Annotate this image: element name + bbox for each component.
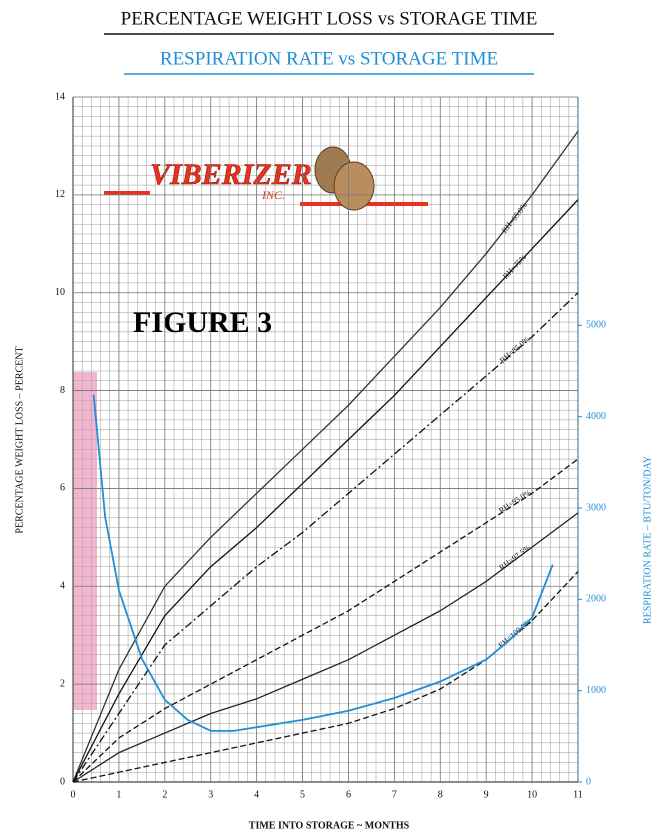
y-tick-label: 6: [60, 483, 65, 494]
series-label: RH=95.0%: [497, 488, 533, 515]
x-tick-label: 0: [71, 789, 76, 800]
y2-tick-label: 1000: [586, 685, 606, 696]
y-tick-label: 4: [60, 581, 65, 592]
series-label: RH=75%: [501, 252, 529, 281]
y2-tick-label: 3000: [586, 502, 606, 513]
y-tick-label: 14: [55, 91, 65, 102]
series-label: RH=85.0%: [498, 334, 532, 365]
logo-potato: [334, 162, 374, 210]
y2-tick-label: 2000: [586, 594, 606, 605]
y-tick-label: 0: [60, 776, 65, 787]
x-tick-label: 5: [300, 789, 305, 800]
x-tick-label: 10: [527, 789, 537, 800]
x-tick-label: 11: [573, 789, 583, 800]
x-tick-label: 7: [392, 789, 397, 800]
y2-tick-label: 4000: [586, 411, 606, 422]
x-tick-label: 8: [438, 789, 443, 800]
chart: PERCENTAGE WEIGHT LOSS vs STORAGE TIME R…: [0, 0, 658, 834]
y2-tick-label: 0: [586, 776, 591, 787]
chart-title: PERCENTAGE WEIGHT LOSS vs STORAGE TIME: [121, 8, 538, 29]
y-tick-label: 12: [55, 189, 65, 200]
x-tick-label: 9: [484, 789, 489, 800]
series-line: [94, 395, 553, 731]
x-tick-label: 1: [116, 789, 121, 800]
series-line: [73, 572, 578, 782]
highlight-band: [73, 372, 97, 710]
x-axis-label: TIME INTO STORAGE ~ MONTHS: [249, 820, 410, 831]
figure-label: FIGURE 3: [133, 306, 272, 339]
y-tick-label: 8: [60, 385, 65, 396]
y2-axis-label: RESPIRATION RATE – BTU/TON/DAY: [642, 456, 653, 624]
x-tick-label: 4: [254, 789, 259, 800]
x-tick-label: 3: [208, 789, 213, 800]
x-tick-label: 6: [346, 789, 351, 800]
series-label: RH=97.5%: [497, 543, 532, 572]
minor-grid: [73, 97, 578, 782]
y-tick-label: 2: [60, 678, 65, 689]
series-line: [73, 200, 578, 782]
y-tick-label: 10: [55, 287, 65, 298]
y2-tick-label: 5000: [586, 320, 606, 331]
y-axis-label: PERCENTAGE WEIGHT LOSS – PERCENT: [14, 346, 25, 533]
chart-subtitle: RESPIRATION RATE vs STORAGE TIME: [160, 48, 498, 69]
x-tick-label: 2: [162, 789, 167, 800]
logo: VIBERIZER: [150, 158, 312, 191]
